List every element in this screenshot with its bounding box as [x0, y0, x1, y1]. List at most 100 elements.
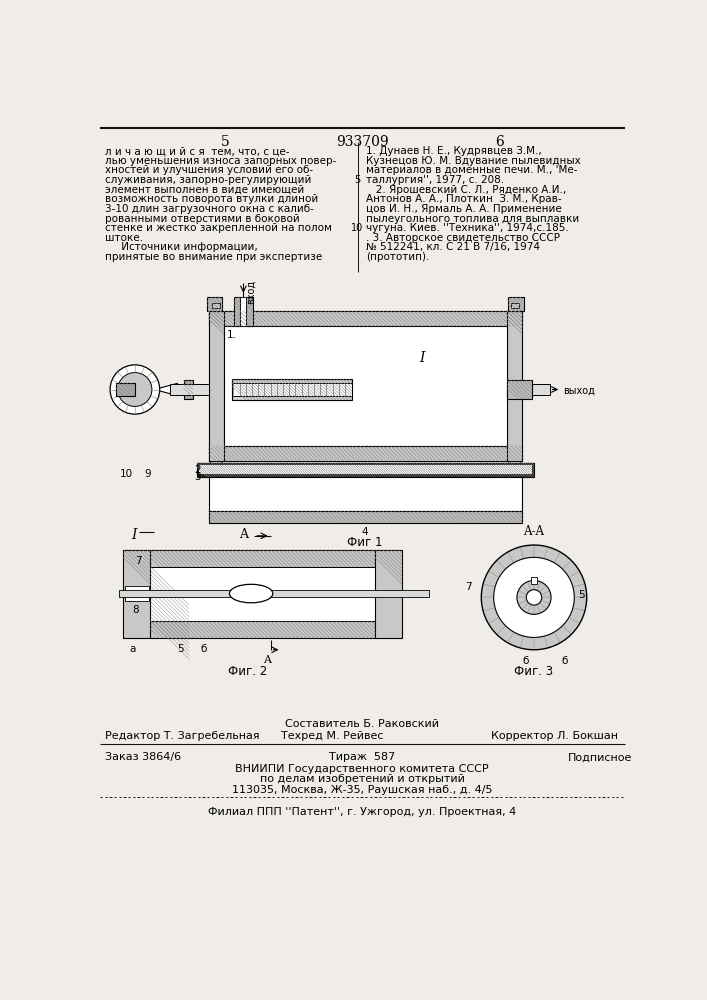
Bar — [151, 550, 375, 567]
Text: Фиг. 3: Фиг. 3 — [515, 665, 554, 678]
Text: возможность поворота втулки длиной: возможность поворота втулки длиной — [105, 194, 319, 204]
Circle shape — [493, 557, 574, 637]
Circle shape — [370, 468, 373, 471]
Text: Подписное: Подписное — [568, 752, 632, 762]
Bar — [209, 311, 224, 461]
Circle shape — [453, 468, 456, 471]
Circle shape — [441, 468, 445, 471]
Circle shape — [274, 468, 278, 471]
Bar — [507, 380, 532, 399]
Bar — [209, 446, 522, 461]
Bar — [125, 586, 149, 601]
Bar — [193, 384, 209, 395]
Text: 113035, Москва, Ж-35, Раушская наб., д. 4/5: 113035, Москва, Ж-35, Раушская наб., д. … — [232, 785, 492, 795]
Circle shape — [501, 468, 504, 471]
Text: 6: 6 — [495, 135, 503, 149]
Text: 5: 5 — [177, 644, 184, 654]
Text: лью уменьшения износа запорных повер-: лью уменьшения износа запорных повер- — [105, 156, 337, 166]
Text: Филиал ППП ''Патент'', г. Ужгород, ул. Проектная, 4: Филиал ППП ''Патент'', г. Ужгород, ул. П… — [208, 807, 516, 817]
Bar — [240, 297, 247, 326]
Text: ВНИИПИ Государственного комитета СССР: ВНИИПИ Государственного комитета СССР — [235, 764, 489, 774]
Bar — [207, 297, 223, 311]
Text: 3-10 длин загрузочного окна с калиб-: 3-10 длин загрузочного окна с калиб- — [105, 204, 315, 214]
Polygon shape — [151, 567, 204, 621]
Ellipse shape — [230, 584, 273, 603]
Bar — [184, 380, 193, 399]
Text: (прототип).: (прототип). — [366, 252, 429, 262]
Text: стенке и жестко закрепленной на полом: стенке и жестко закрепленной на полом — [105, 223, 332, 233]
Text: Редактор Т. Загребельная: Редактор Т. Загребельная — [105, 731, 260, 741]
Text: чугуна. Киев. ''Техника'', 1974,с.185.: чугуна. Киев. ''Техника'', 1974,с.185. — [366, 223, 568, 233]
Circle shape — [334, 468, 337, 471]
Text: I: I — [131, 528, 136, 542]
Circle shape — [239, 468, 242, 471]
Circle shape — [215, 468, 218, 471]
Text: б: б — [201, 644, 207, 654]
Bar — [232, 383, 352, 396]
Text: Фиг 1: Фиг 1 — [347, 536, 382, 549]
Text: . 3. Авторское свидетельство СССР: . 3. Авторское свидетельство СССР — [366, 233, 560, 243]
Text: 1. Дунаев Н. Е., Кудрявцев З.М.,: 1. Дунаев Н. Е., Кудрявцев З.М., — [366, 146, 542, 156]
Circle shape — [358, 468, 361, 471]
Bar — [199, 465, 532, 474]
Circle shape — [513, 468, 516, 471]
Circle shape — [394, 468, 397, 471]
Text: хностей и улучшения условий его об-: хностей и улучшения условий его об- — [105, 165, 313, 175]
Text: Составитель Б. Раковский: Составитель Б. Раковский — [285, 719, 439, 729]
Bar — [507, 311, 522, 461]
Circle shape — [310, 468, 313, 471]
Text: a: a — [129, 644, 136, 654]
Text: A: A — [239, 528, 248, 541]
Circle shape — [517, 580, 551, 614]
Text: 10: 10 — [351, 223, 363, 233]
Bar — [209, 511, 522, 523]
Circle shape — [406, 468, 409, 471]
Circle shape — [526, 590, 542, 605]
Text: 10: 10 — [119, 469, 132, 479]
Circle shape — [298, 468, 301, 471]
Text: б: б — [561, 656, 568, 666]
Circle shape — [118, 373, 152, 406]
Text: 2: 2 — [194, 465, 201, 475]
Circle shape — [418, 468, 421, 471]
Circle shape — [354, 483, 376, 504]
Bar — [123, 550, 151, 638]
Bar — [508, 297, 524, 311]
Bar — [212, 303, 220, 308]
Text: 5: 5 — [578, 590, 585, 600]
Bar — [531, 577, 537, 584]
Bar — [209, 477, 522, 511]
Text: принятые во внимание при экспертизе: принятые во внимание при экспертизе — [105, 252, 322, 262]
Bar — [375, 550, 402, 638]
Bar — [247, 297, 252, 326]
Text: 7: 7 — [465, 582, 472, 592]
Text: I: I — [419, 351, 425, 365]
Bar — [522, 384, 549, 395]
Bar — [224, 326, 507, 446]
Text: рованными отверстиями в боковой: рованными отверстиями в боковой — [105, 214, 300, 224]
Bar — [119, 590, 429, 597]
Text: 4: 4 — [362, 527, 368, 537]
Text: Заказ 3864/6: Заказ 3864/6 — [105, 752, 182, 762]
Text: л и ч а ю щ и й с я  тем, что, с це-: л и ч а ю щ и й с я тем, что, с це- — [105, 146, 290, 156]
Bar — [234, 297, 240, 326]
Text: 1.: 1. — [226, 330, 236, 340]
Text: 933709: 933709 — [336, 135, 388, 149]
Bar — [151, 621, 375, 638]
Circle shape — [322, 468, 325, 471]
Text: таллургия'', 1977, с. 208.: таллургия'', 1977, с. 208. — [366, 175, 504, 185]
Circle shape — [465, 468, 468, 471]
Text: Антонов А. А., Плоткин  З. М., Крав-: Антонов А. А., Плоткин З. М., Крав- — [366, 194, 561, 204]
Circle shape — [286, 468, 290, 471]
Circle shape — [481, 545, 587, 650]
Text: вход: вход — [246, 280, 256, 304]
Text: Корректор Л. Бокшан: Корректор Л. Бокшан — [491, 731, 619, 741]
Text: 3: 3 — [194, 472, 201, 482]
Bar — [209, 311, 522, 326]
Text: Тираж  587: Тираж 587 — [329, 752, 395, 762]
Text: Техред М. Рейвес: Техред М. Рейвес — [281, 731, 383, 741]
Circle shape — [203, 468, 206, 471]
Circle shape — [262, 468, 266, 471]
Circle shape — [489, 468, 492, 471]
Circle shape — [382, 468, 385, 471]
